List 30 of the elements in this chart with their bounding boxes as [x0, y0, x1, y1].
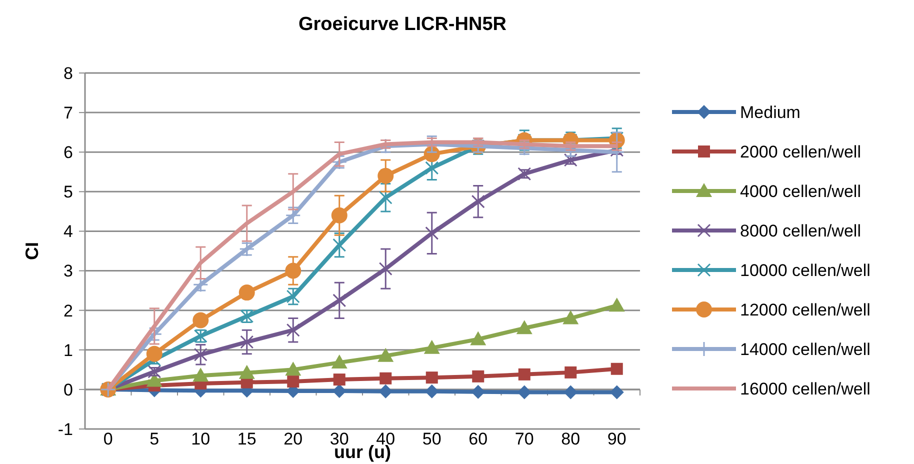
- chart-title: Groeicurve LICR-HN5R: [298, 14, 507, 35]
- y-tick-label: 5: [64, 182, 73, 202]
- x-tick-label: 20: [284, 430, 303, 449]
- x-tick-label: 15: [237, 430, 256, 449]
- x-tick-label: 10: [191, 430, 210, 449]
- legend-label: 4000 cellen/well: [740, 182, 861, 201]
- x-tick-label: 0: [103, 430, 113, 449]
- legend-label: Medium: [740, 102, 800, 122]
- x-tick-label: 90: [607, 430, 626, 449]
- y-tick-label: 6: [64, 143, 73, 162]
- y-tick-label: 4: [64, 222, 73, 242]
- legend-label: 10000 cellen/well: [740, 260, 870, 280]
- y-tick-label: 0: [64, 380, 73, 400]
- x-tick-label: 80: [561, 430, 580, 449]
- y-tick-label: -1: [58, 420, 73, 439]
- legend-label: 16000 cellen/well: [740, 379, 870, 398]
- x-tick-label: 50: [422, 430, 442, 449]
- legend-label: 14000 cellen/well: [740, 340, 870, 359]
- legend-label: 12000 cellen/well: [740, 300, 870, 320]
- legend-label: 2000 cellen/well: [740, 142, 861, 162]
- y-tick-label: 7: [64, 104, 73, 123]
- x-tick-label: 5: [150, 430, 160, 449]
- y-tick-label: 1: [64, 340, 73, 360]
- legend-label: 8000 cellen/well: [740, 221, 861, 240]
- y-tick-label: 2: [64, 301, 73, 320]
- x-tick-label: 60: [468, 430, 488, 449]
- y-tick-label: 3: [64, 262, 73, 281]
- y-tick-label: 8: [64, 64, 73, 83]
- y-axis-title: CI: [22, 242, 42, 260]
- x-tick-label: 70: [514, 430, 534, 449]
